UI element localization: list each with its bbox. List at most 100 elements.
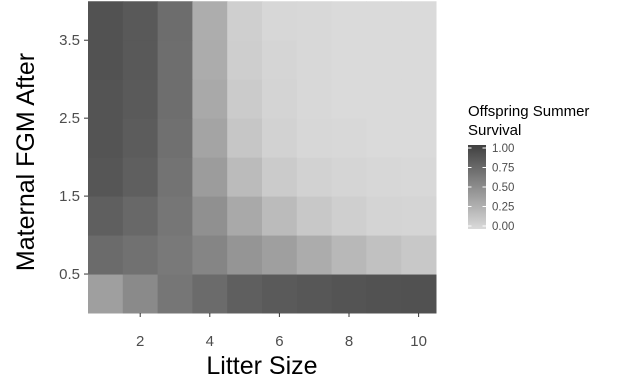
legend-break-label: 0.00 xyxy=(492,221,514,233)
heatmap-cell xyxy=(366,40,402,80)
heatmap-cell xyxy=(331,235,367,275)
heatmap-cell xyxy=(296,196,333,236)
heatmap-cell xyxy=(88,1,124,41)
heatmap-cell xyxy=(192,235,228,275)
heatmap-cell xyxy=(331,79,367,119)
heatmap-cell xyxy=(262,157,298,197)
legend-break-label: 1.00 xyxy=(492,143,514,155)
heatmap-cell xyxy=(157,118,193,158)
heatmap-cell xyxy=(262,40,298,80)
heatmap-cell xyxy=(122,118,159,158)
heatmap-cell xyxy=(227,235,263,275)
legend-colorbar xyxy=(468,145,486,229)
legend-break-label: 0.25 xyxy=(492,202,514,214)
legend-ticks: 1.00 0.75 0.50 0.25 0.00 xyxy=(468,143,514,233)
heatmap-cell xyxy=(122,274,159,314)
x-tick-label: 2 xyxy=(136,333,144,350)
heatmap-cell xyxy=(296,40,333,80)
heatmap-cell xyxy=(401,1,437,41)
heatmap-cell xyxy=(88,79,124,119)
heatmap-cell xyxy=(157,1,193,41)
heatmap-cell xyxy=(227,1,263,41)
heatmap-cell xyxy=(122,1,159,41)
heatmap-cell xyxy=(296,79,333,119)
heatmap-cell xyxy=(296,118,333,158)
y-axis-title: Maternal FGM After xyxy=(12,53,40,271)
heatmap-cell xyxy=(227,118,263,158)
heatmap-cell xyxy=(401,235,437,275)
heatmap-cell xyxy=(157,157,193,197)
heatmap-cell xyxy=(157,274,193,314)
heatmap-cell xyxy=(262,79,298,119)
heatmap-cells xyxy=(88,1,437,314)
heatmap-cell xyxy=(227,196,263,236)
heatmap-cell xyxy=(88,196,124,236)
heatmap-cell xyxy=(227,274,263,314)
heatmap-cell xyxy=(192,157,228,197)
heatmap-cell xyxy=(262,1,298,41)
heatmap-cell xyxy=(366,235,402,275)
heatmap-cell xyxy=(331,40,367,80)
heatmap-cell xyxy=(88,157,124,197)
heatmap-cell xyxy=(296,157,333,197)
heatmap-cell xyxy=(88,235,124,275)
heatmap-cell xyxy=(401,118,437,158)
heatmap-cell xyxy=(331,157,367,197)
heatmap-cell xyxy=(401,79,437,119)
heatmap-cell xyxy=(122,79,159,119)
legend-break-label: 0.75 xyxy=(492,163,514,175)
legend: Offspring Summer Survival 1.00 0.75 0.50 0.… xyxy=(468,103,589,233)
legend-title-line-2: Survival xyxy=(468,122,521,139)
heatmap-cell xyxy=(157,196,193,236)
heatmap-cell xyxy=(122,157,159,197)
heatmap-cell xyxy=(227,157,263,197)
y-axis: 0.5 1.5 2.5 3.5 xyxy=(59,32,88,283)
y-tick-label: 1.5 xyxy=(59,188,80,205)
heatmap-cell xyxy=(366,157,402,197)
heatmap-cell xyxy=(227,79,263,119)
heatmap-cell xyxy=(157,235,193,275)
heatmap-cell xyxy=(401,157,437,197)
x-tick-label: 8 xyxy=(345,333,353,350)
heatmap-cell xyxy=(88,274,124,314)
heatmap-cell xyxy=(262,118,298,158)
heatmap-cell xyxy=(262,235,298,275)
heatmap-cell xyxy=(192,196,228,236)
heatmap-cell xyxy=(88,40,124,80)
heatmap-cell xyxy=(157,79,193,119)
heatmap-cell xyxy=(192,40,228,80)
y-tick-label: 3.5 xyxy=(59,32,80,49)
y-tick-label: 2.5 xyxy=(59,110,80,127)
heatmap-cell xyxy=(296,1,333,41)
heatmap-cell xyxy=(122,235,159,275)
heatmap-cell xyxy=(401,40,437,80)
heatmap-cell xyxy=(401,274,437,314)
heatmap-cell xyxy=(366,1,402,41)
heatmap-cell xyxy=(122,196,159,236)
heatmap-cell xyxy=(331,196,367,236)
heatmap-cell xyxy=(331,274,367,314)
y-tick-label: 0.5 xyxy=(59,266,80,283)
heatmap-cell xyxy=(401,196,437,236)
heatmap-cell xyxy=(296,274,333,314)
heatmap-cell xyxy=(262,274,298,314)
x-axis-title: Litter Size xyxy=(206,352,317,378)
x-tick-label: 6 xyxy=(275,333,283,350)
heatmap-cell xyxy=(192,79,228,119)
heatmap-cell xyxy=(296,235,333,275)
heatmap-cell xyxy=(122,40,159,80)
heatmap-cell xyxy=(88,118,124,158)
heatmap-cell xyxy=(331,118,367,158)
legend-title-line-1: Offspring Summer xyxy=(468,103,589,120)
x-axis: 2 4 6 8 10 xyxy=(136,313,427,350)
heatmap-cell xyxy=(366,118,402,158)
x-tick-label: 10 xyxy=(410,333,427,350)
heatmap-cell xyxy=(192,118,228,158)
legend-break-label: 0.50 xyxy=(492,182,514,194)
heatmap-cell xyxy=(366,79,402,119)
heatmap-cell xyxy=(157,40,193,80)
heatmap-cell xyxy=(262,196,298,236)
heatmap-cell xyxy=(366,274,402,314)
heatmap-cell xyxy=(192,1,228,41)
